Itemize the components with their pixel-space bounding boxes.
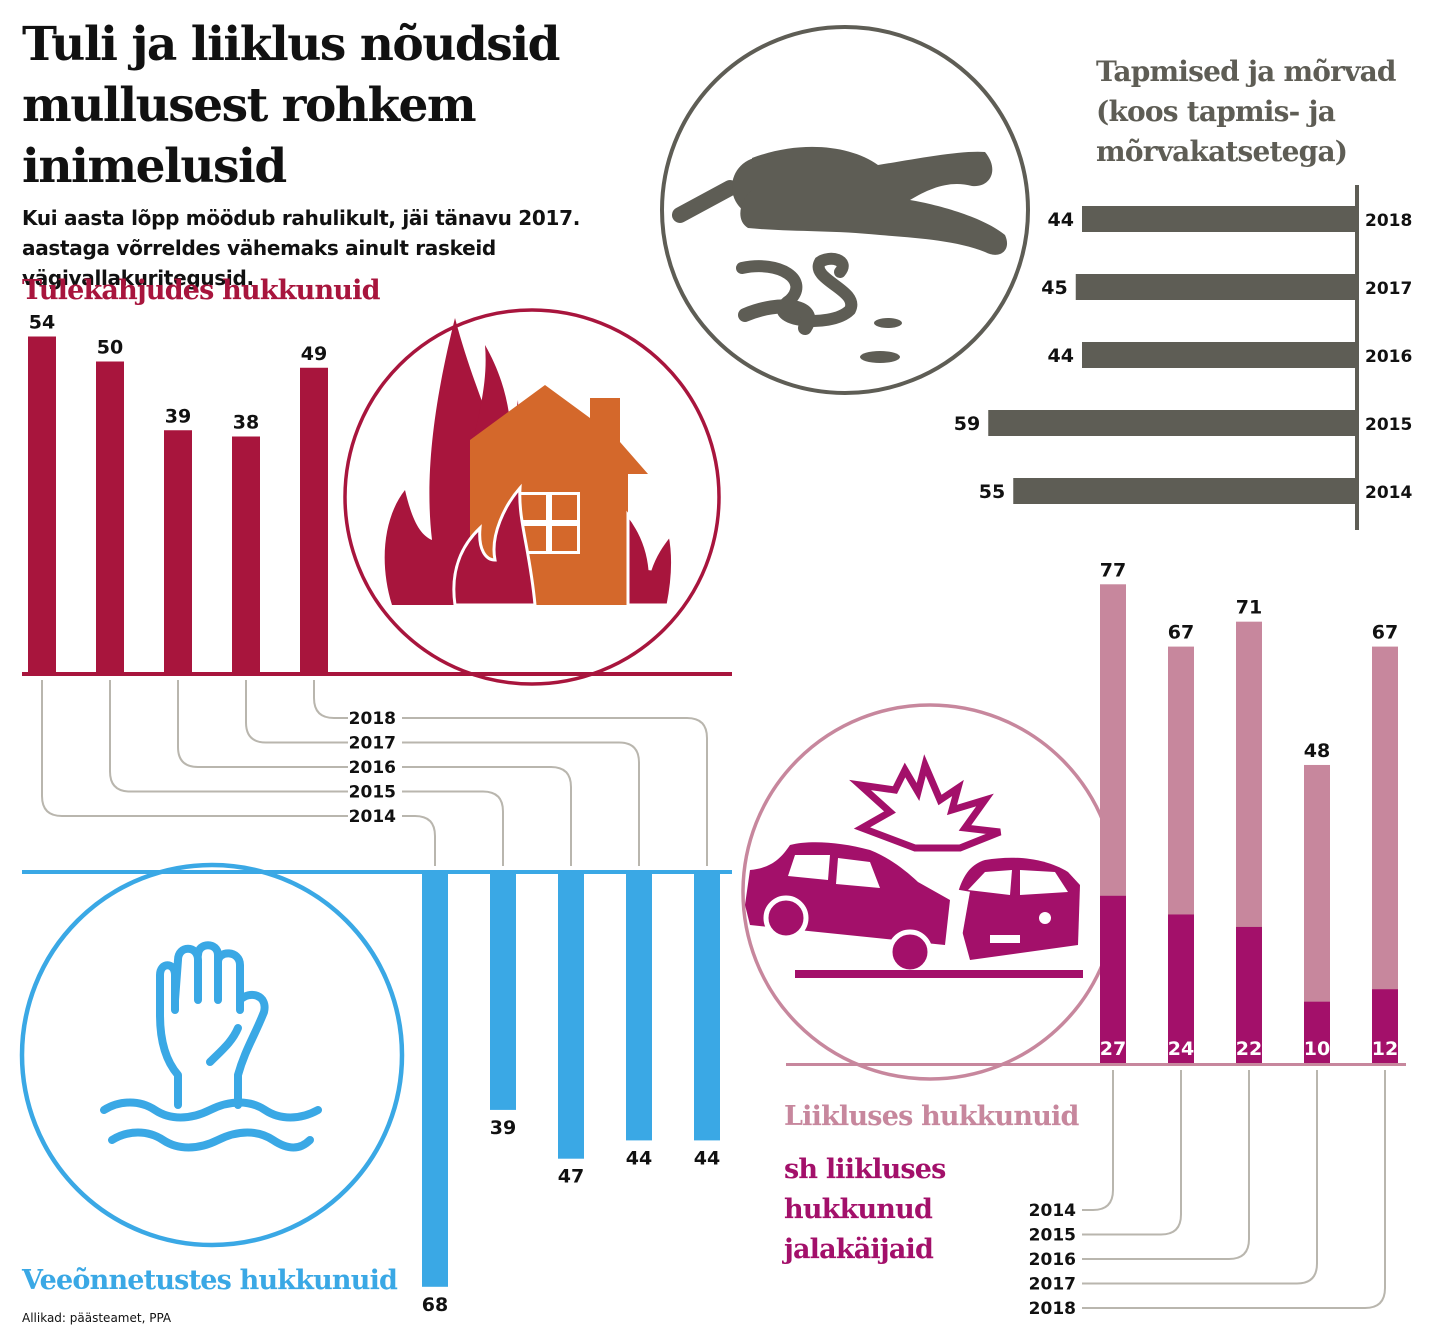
pedestrian-value-label: 22 (1236, 1038, 1262, 1060)
year-label: 2014 (349, 807, 396, 827)
water-chart-title: Veeõnnetustes hukkunuid (22, 1265, 398, 1296)
traffic-value-label: 71 (1236, 597, 1262, 619)
fire-bar-2014 (28, 336, 56, 674)
murder-bar-2017 (1075, 274, 1357, 300)
water-connector (402, 766, 572, 866)
fire-connector (109, 680, 348, 793)
water-connector (402, 717, 708, 866)
water-value-label: 44 (626, 1147, 652, 1169)
fire-value-label: 50 (97, 337, 123, 359)
water-connector (402, 790, 504, 866)
year-label: 2015 (349, 783, 396, 803)
fire-house-icon (343, 308, 721, 686)
traffic-year-label: 2015 (1029, 1226, 1076, 1246)
murder-bar-2015 (988, 410, 1357, 436)
traffic-connector (1082, 1070, 1114, 1211)
crime-scene-body-icon (660, 25, 1030, 395)
murder-value-label: 45 (1041, 277, 1067, 299)
traffic-connector (1082, 1070, 1318, 1285)
murder-bar-chart: 44 2018 45 2017 44 2016 59 2015 55 2014 (954, 185, 1412, 530)
water-value-label: 39 (490, 1117, 516, 1139)
murder-value-label: 44 (1048, 209, 1074, 231)
water-value-label: 47 (558, 1166, 584, 1188)
murder-value-label: 59 (954, 413, 980, 435)
fire-bar-2017 (232, 436, 260, 674)
source-note: Allikad: päästeamet, PPA (22, 1311, 172, 1325)
fire-bar-2015 (96, 361, 124, 674)
murder-year-label: 2014 (1365, 483, 1412, 503)
water-value-label: 68 (422, 1294, 448, 1316)
year-label: 2016 (349, 758, 396, 778)
traffic-value-label: 67 (1372, 622, 1398, 644)
traffic-bar-chart: 77 27 67 24 71 22 48 10 67 12 (786, 559, 1406, 1066)
year-connectors: 2018 2017 2016 2015 2014 2014 2015 2016 2017 2018 (41, 680, 1386, 1319)
traffic-year-label: 2017 (1029, 1275, 1076, 1295)
traffic-connector (1082, 1070, 1250, 1260)
water-bar-2017 (626, 872, 652, 1141)
pedestrian-bar-2017 (1304, 1001, 1330, 1064)
traffic-connector (1082, 1070, 1182, 1236)
traffic-chart-title: Liikluses hukkunuid (784, 1101, 1079, 1132)
traffic-value-label: 48 (1304, 740, 1330, 762)
year-label: 2017 (349, 734, 396, 754)
fire-chart-title: Tulekahjudes hukkunuid (22, 275, 380, 306)
murder-bar-2018 (1082, 206, 1357, 232)
pedestrian-bar-2014 (1100, 895, 1126, 1064)
fire-value-label: 38 (233, 412, 259, 434)
water-bar-2015 (490, 872, 516, 1110)
water-bar-2014 (422, 872, 448, 1287)
traffic-value-label: 67 (1168, 622, 1194, 644)
traffic-baseline (786, 1063, 1406, 1066)
water-connector (402, 815, 436, 866)
pedestrian-value-label: 24 (1168, 1038, 1194, 1060)
water-bar-2016 (558, 872, 584, 1159)
fire-value-label: 54 (29, 312, 55, 334)
murder-bar-2016 (1082, 342, 1357, 368)
fire-value-label: 49 (301, 343, 327, 365)
murder-chart-title: Tapmised ja mõrvad (koos tapmis- ja mõrv… (1096, 55, 1397, 168)
traffic-value-label: 77 (1100, 559, 1126, 581)
water-connector (402, 741, 640, 866)
page-title: Tuli ja liiklus nõudsid mullusest rohkem… (22, 17, 560, 194)
fire-baseline (22, 672, 732, 676)
water-bar-chart: 68 39 47 44 44 (22, 870, 732, 1316)
murder-year-label: 2017 (1365, 279, 1412, 299)
pedestrian-value-label: 27 (1100, 1038, 1126, 1060)
pedestrian-value-label: 10 (1304, 1038, 1330, 1060)
pedestrian-bar-2018 (1372, 989, 1398, 1064)
page-subtitle: Kui aasta lõpp möödub rahulikult, jäi tä… (22, 206, 580, 290)
fire-connector (313, 680, 348, 719)
murder-value-label: 55 (979, 481, 1005, 503)
fire-connector (41, 680, 348, 817)
pedestrian-bar-2015 (1168, 914, 1194, 1064)
pedestrian-value-label: 12 (1372, 1038, 1398, 1060)
fire-connector (177, 680, 348, 768)
fire-value-label: 39 (165, 405, 191, 427)
pedestrian-series-title: sh liikluses hukkunud jalakäijaid (784, 1154, 946, 1265)
traffic-year-label: 2016 (1029, 1250, 1076, 1270)
fire-bar-2016 (164, 430, 192, 674)
fire-bar-2018 (300, 367, 328, 674)
car-crash-icon (741, 703, 1119, 1081)
fire-connector (245, 680, 348, 744)
murder-value-label: 44 (1048, 345, 1074, 367)
pedestrian-bar-2016 (1236, 926, 1262, 1064)
traffic-year-label: 2014 (1029, 1201, 1076, 1221)
water-value-label: 44 (694, 1147, 720, 1169)
murder-year-label: 2016 (1365, 347, 1412, 367)
water-bar-2018 (694, 872, 720, 1141)
year-label: 2018 (349, 709, 396, 729)
murder-year-label: 2015 (1365, 415, 1412, 435)
traffic-year-label: 2018 (1029, 1299, 1076, 1319)
water-baseline (22, 870, 732, 874)
drowning-hand-icon (19, 862, 405, 1248)
murder-year-label: 2018 (1365, 211, 1412, 231)
fire-bar-chart: 54 50 39 38 49 (22, 312, 732, 676)
traffic-connector (1082, 1070, 1386, 1309)
murder-bar-2014 (1013, 478, 1357, 504)
